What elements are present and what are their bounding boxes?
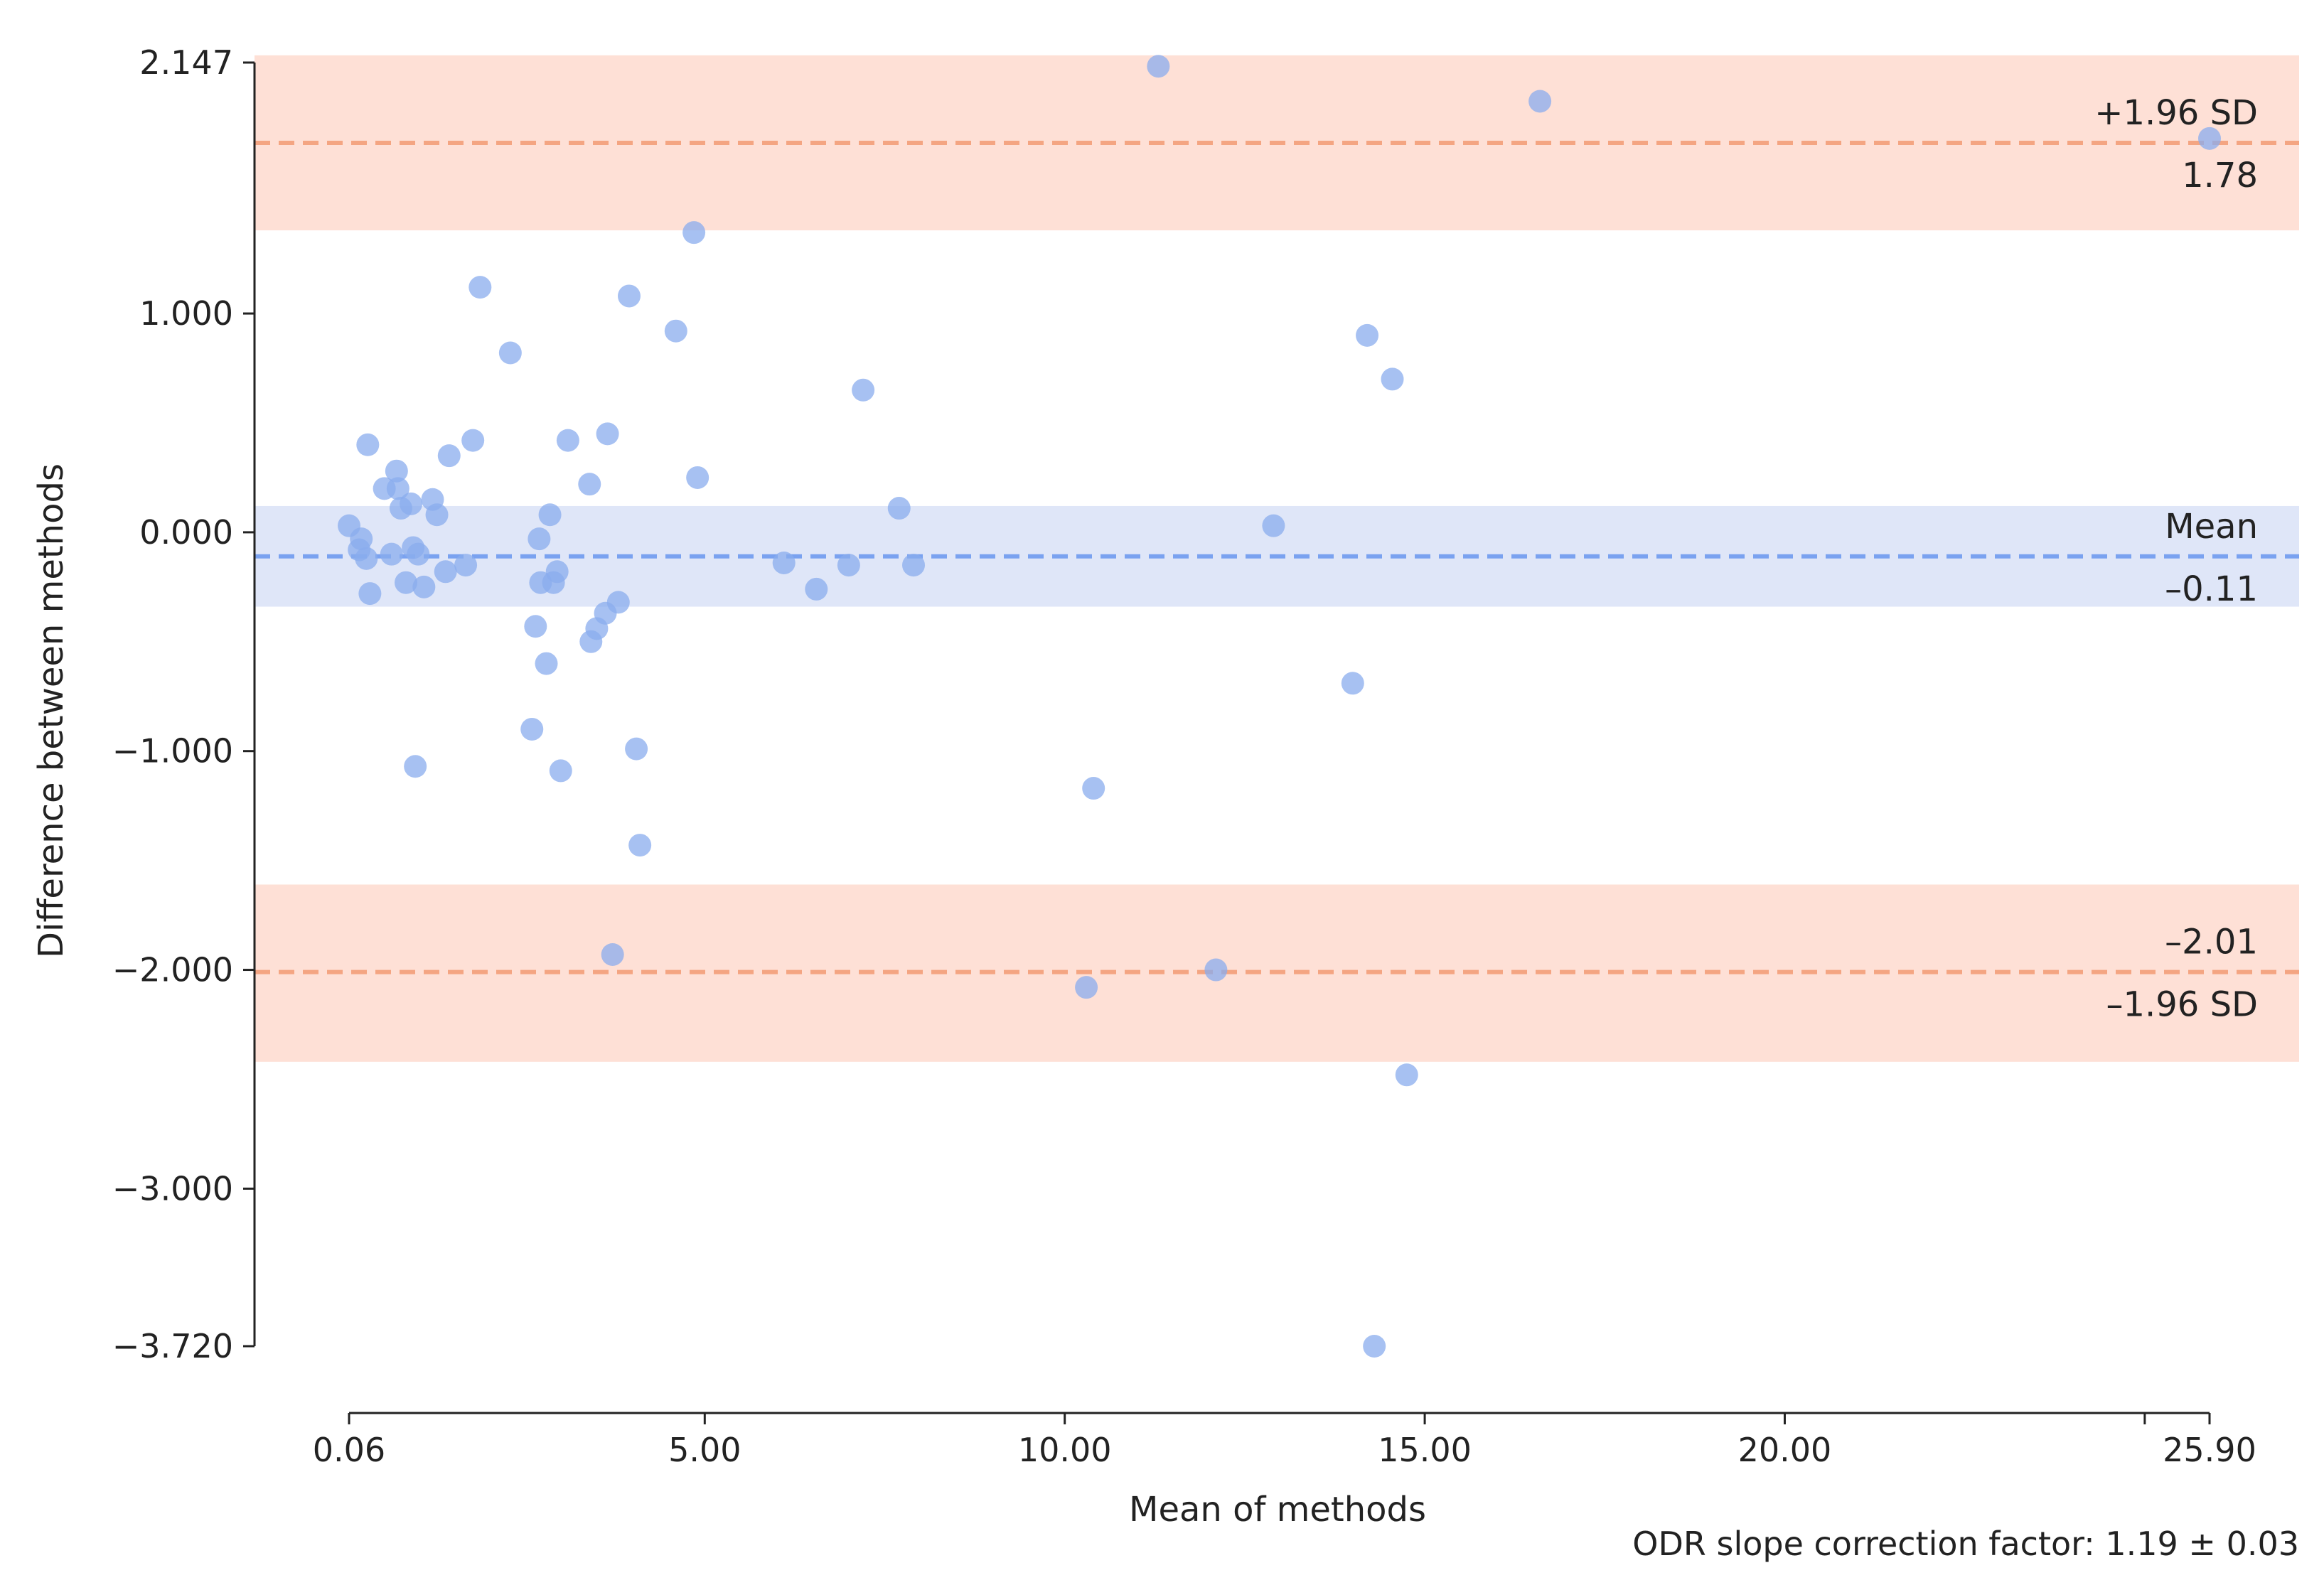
data-point — [1395, 1063, 1418, 1087]
data-point — [1356, 323, 1379, 347]
data-point — [454, 554, 478, 577]
data-point — [437, 444, 461, 468]
data-point — [628, 834, 652, 857]
upper-loa-label-bottom: 1.78 — [2182, 156, 2258, 195]
y-tick-label: −2.000 — [112, 951, 233, 989]
data-point — [434, 560, 457, 584]
data-point — [356, 433, 380, 456]
data-point — [412, 575, 436, 598]
data-point — [461, 429, 485, 452]
data-point — [545, 560, 569, 584]
data-point — [404, 755, 427, 778]
data-point — [425, 503, 449, 527]
data-point — [625, 737, 648, 761]
data-point — [386, 477, 409, 500]
y-tick-label: −1.000 — [112, 732, 233, 770]
x-tick-label: 5.00 — [668, 1431, 741, 1469]
data-point — [606, 591, 630, 614]
x-axis-title: Mean of methods — [1129, 1490, 1426, 1530]
x-tick-label: 25.90 — [2163, 1431, 2256, 1469]
data-point — [772, 551, 796, 574]
data-point — [664, 319, 687, 343]
data-point — [556, 429, 579, 452]
data-point — [1082, 777, 1105, 800]
mean-label-top: Mean — [2165, 507, 2258, 547]
data-point — [686, 466, 709, 489]
data-point — [578, 473, 601, 496]
data-point — [852, 378, 875, 402]
y-tick-label: 2.147 — [139, 43, 233, 82]
data-point — [400, 492, 423, 515]
data-point — [380, 542, 403, 566]
data-point — [1528, 90, 1552, 113]
data-point — [520, 717, 544, 741]
reference-labels: +1.96 SD 1.78 Mean –0.11 –2.01 –1.96 SD — [2094, 93, 2258, 1025]
data-point — [1262, 514, 1285, 537]
data-point — [498, 341, 522, 365]
y-tick-label: 1.000 — [139, 294, 233, 333]
data-point — [350, 527, 373, 551]
data-point — [358, 582, 382, 606]
data-point — [524, 615, 547, 638]
x-tick-label: 10.00 — [1018, 1431, 1112, 1469]
reference-lines — [255, 140, 2299, 974]
y-tick-label: −3.720 — [112, 1327, 233, 1365]
data-point — [1147, 55, 1170, 78]
data-point — [1381, 367, 1404, 391]
data-points — [338, 55, 2221, 1358]
confidence-bands — [255, 55, 2299, 1062]
data-point — [549, 759, 572, 783]
y-tick-label: 0.000 — [139, 513, 233, 552]
data-point — [596, 422, 619, 446]
data-point — [1363, 1335, 1386, 1358]
data-point — [407, 542, 430, 566]
lower-loa-label-bottom: –1.96 SD — [2106, 985, 2258, 1025]
odr-footnote: ODR slope correction factor: 1.19 ± 0.03 — [1632, 1525, 2299, 1563]
upper-loa-label-top: +1.96 SD — [2094, 93, 2258, 133]
data-point — [805, 577, 828, 601]
data-point — [468, 276, 492, 299]
data-point — [1075, 976, 1098, 999]
data-point — [682, 221, 706, 245]
data-point — [837, 554, 860, 577]
data-point — [902, 554, 926, 577]
data-point — [528, 527, 551, 551]
data-point — [617, 284, 641, 308]
axes: 2.147 1.000 0.000 −1.000 −2.000 −3.000 −3.720 0… — [112, 43, 2256, 1469]
y-axis-title: Difference between methods — [31, 463, 71, 958]
x-tick-label: 0.06 — [313, 1431, 385, 1469]
x-tick-label: 15.00 — [1378, 1431, 1472, 1469]
lower-loa-label-top: –2.01 — [2165, 923, 2258, 962]
data-point — [601, 942, 624, 966]
data-point — [385, 459, 408, 483]
mean-label-bottom: –0.11 — [2165, 569, 2258, 609]
data-point — [355, 547, 378, 570]
data-point — [395, 571, 418, 594]
data-point — [2198, 127, 2221, 150]
x-tick-label: 20.00 — [1738, 1431, 1832, 1469]
data-point — [538, 503, 562, 527]
data-point — [535, 652, 558, 675]
data-point — [1341, 672, 1364, 695]
data-point — [887, 497, 911, 520]
data-point — [1204, 958, 1228, 982]
y-tick-label: −3.000 — [112, 1169, 233, 1208]
